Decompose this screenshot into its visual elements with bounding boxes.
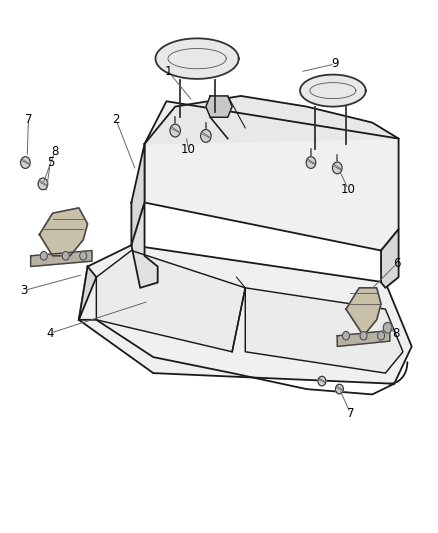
Circle shape bbox=[332, 162, 342, 174]
Polygon shape bbox=[337, 330, 390, 346]
Text: 7: 7 bbox=[25, 114, 32, 126]
Polygon shape bbox=[79, 266, 96, 320]
Polygon shape bbox=[206, 96, 232, 117]
Text: 1: 1 bbox=[165, 66, 173, 78]
Circle shape bbox=[383, 322, 392, 333]
Circle shape bbox=[336, 384, 343, 394]
Circle shape bbox=[21, 157, 30, 168]
Text: 6: 6 bbox=[392, 257, 400, 270]
Text: 10: 10 bbox=[341, 183, 356, 196]
Polygon shape bbox=[155, 38, 239, 79]
Text: 3: 3 bbox=[21, 284, 28, 297]
Polygon shape bbox=[79, 245, 412, 384]
Polygon shape bbox=[300, 75, 366, 107]
Circle shape bbox=[306, 157, 316, 168]
Circle shape bbox=[40, 252, 47, 260]
Polygon shape bbox=[145, 101, 399, 251]
Circle shape bbox=[318, 376, 326, 386]
Circle shape bbox=[170, 124, 180, 137]
Polygon shape bbox=[346, 288, 381, 336]
Circle shape bbox=[343, 332, 350, 340]
Polygon shape bbox=[131, 144, 145, 245]
Polygon shape bbox=[145, 96, 399, 144]
Text: 9: 9 bbox=[331, 58, 339, 70]
Circle shape bbox=[62, 252, 69, 260]
Text: 8: 8 bbox=[51, 146, 58, 158]
Polygon shape bbox=[381, 229, 399, 288]
Circle shape bbox=[38, 178, 48, 190]
Text: 10: 10 bbox=[181, 143, 196, 156]
Polygon shape bbox=[31, 251, 92, 266]
Text: 5: 5 bbox=[47, 156, 54, 169]
Text: 4: 4 bbox=[46, 327, 54, 340]
Polygon shape bbox=[131, 203, 158, 288]
Text: 8: 8 bbox=[393, 327, 400, 340]
Circle shape bbox=[378, 332, 385, 340]
Polygon shape bbox=[96, 251, 245, 352]
Circle shape bbox=[360, 332, 367, 340]
Text: 7: 7 bbox=[346, 407, 354, 419]
Circle shape bbox=[201, 130, 211, 142]
Polygon shape bbox=[245, 288, 403, 373]
Text: 2: 2 bbox=[112, 114, 120, 126]
Polygon shape bbox=[39, 208, 88, 256]
Circle shape bbox=[80, 252, 87, 260]
